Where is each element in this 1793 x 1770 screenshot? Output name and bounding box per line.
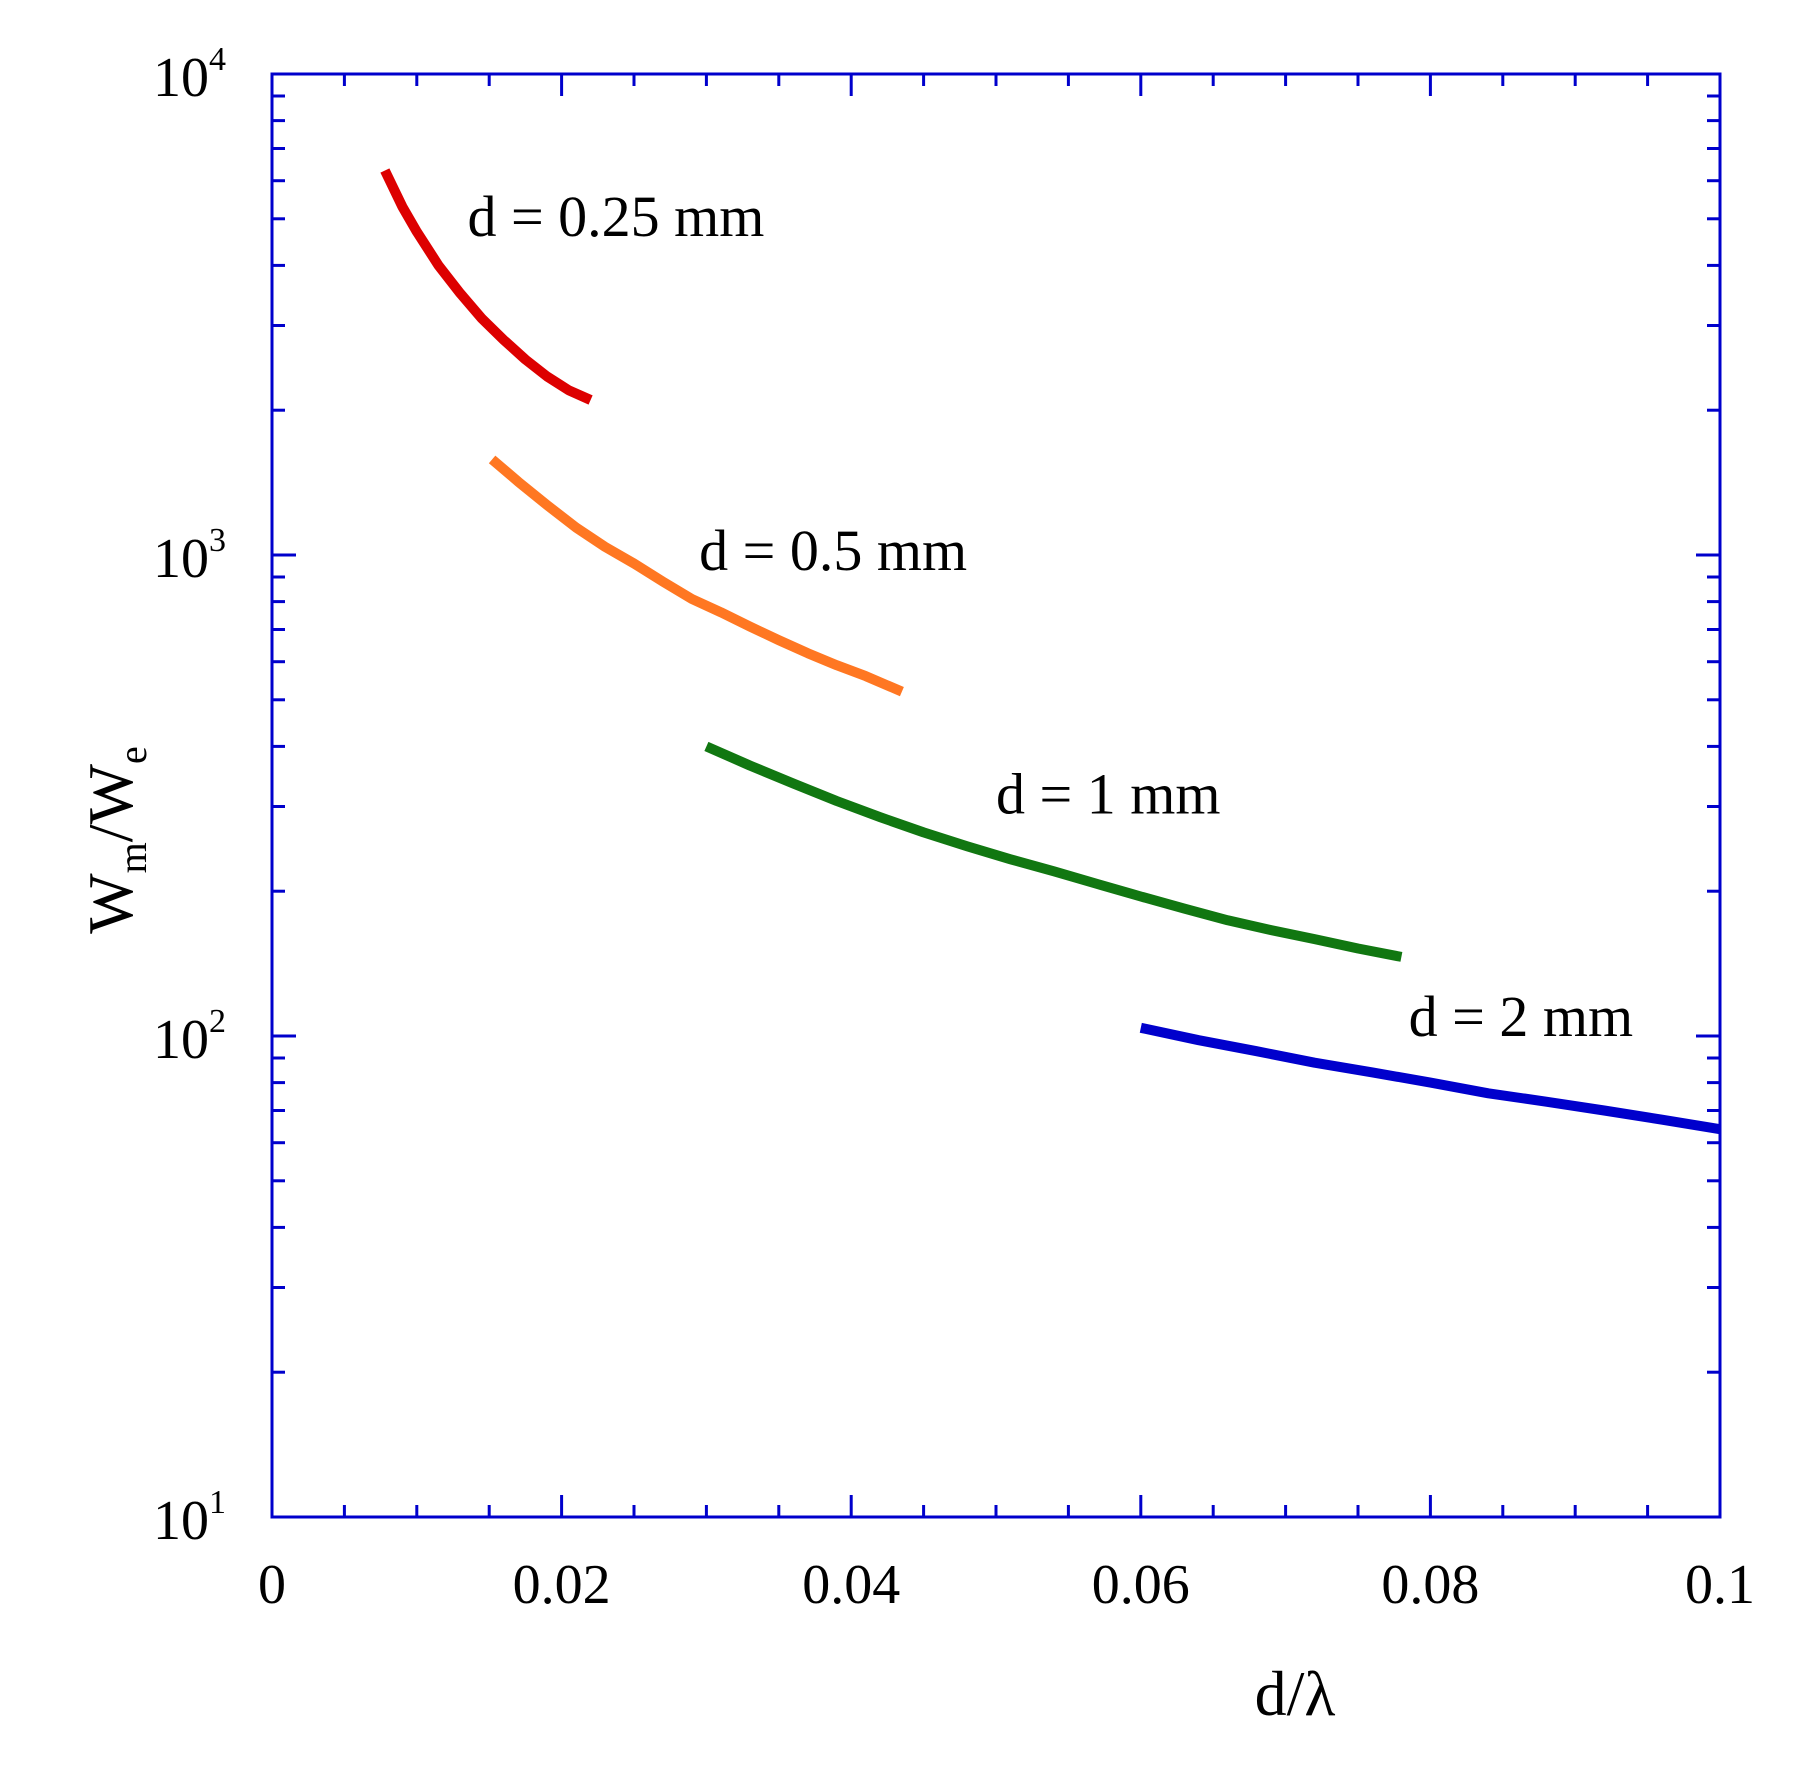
series-line [704, 741, 1403, 962]
series-annotation: d = 1 mm [996, 762, 1220, 827]
x-tick-label: 0.02 [513, 1554, 611, 1616]
annotations: d = 0.25 mm d = 0.5 mm d = 1 mm d = 2 mm [467, 184, 1633, 1049]
series-group [380, 168, 1721, 1135]
series-line [1139, 1022, 1721, 1135]
x-tick-label: 0 [258, 1554, 286, 1616]
y-axis-label: Wm/We [75, 746, 155, 933]
y-tick-label: 101 [153, 1484, 226, 1552]
series-annotation: d = 2 mm [1409, 984, 1633, 1049]
series-line [380, 168, 593, 405]
y-tick-label: 102 [153, 1003, 226, 1071]
x-tick-label: 0.08 [1381, 1554, 1479, 1616]
series-line [488, 455, 904, 697]
series-annotation: d = 0.5 mm [699, 518, 967, 583]
plot-frame [270, 72, 1722, 1519]
x-tick-label: 0.1 [1685, 1554, 1755, 1616]
tick-labels: 0 0.02 0.04 0.06 0.08 0.1 101 102 103 104 [153, 41, 1755, 1616]
x-axis-label: d/λ [1255, 1658, 1336, 1729]
axis-ticks [270, 72, 1722, 1519]
series-annotation: d = 0.25 mm [467, 184, 764, 249]
x-tick-label: 0.04 [802, 1554, 900, 1616]
y-tick-label: 103 [153, 522, 226, 590]
y-tick-label: 104 [153, 41, 226, 109]
x-tick-label: 0.06 [1092, 1554, 1190, 1616]
